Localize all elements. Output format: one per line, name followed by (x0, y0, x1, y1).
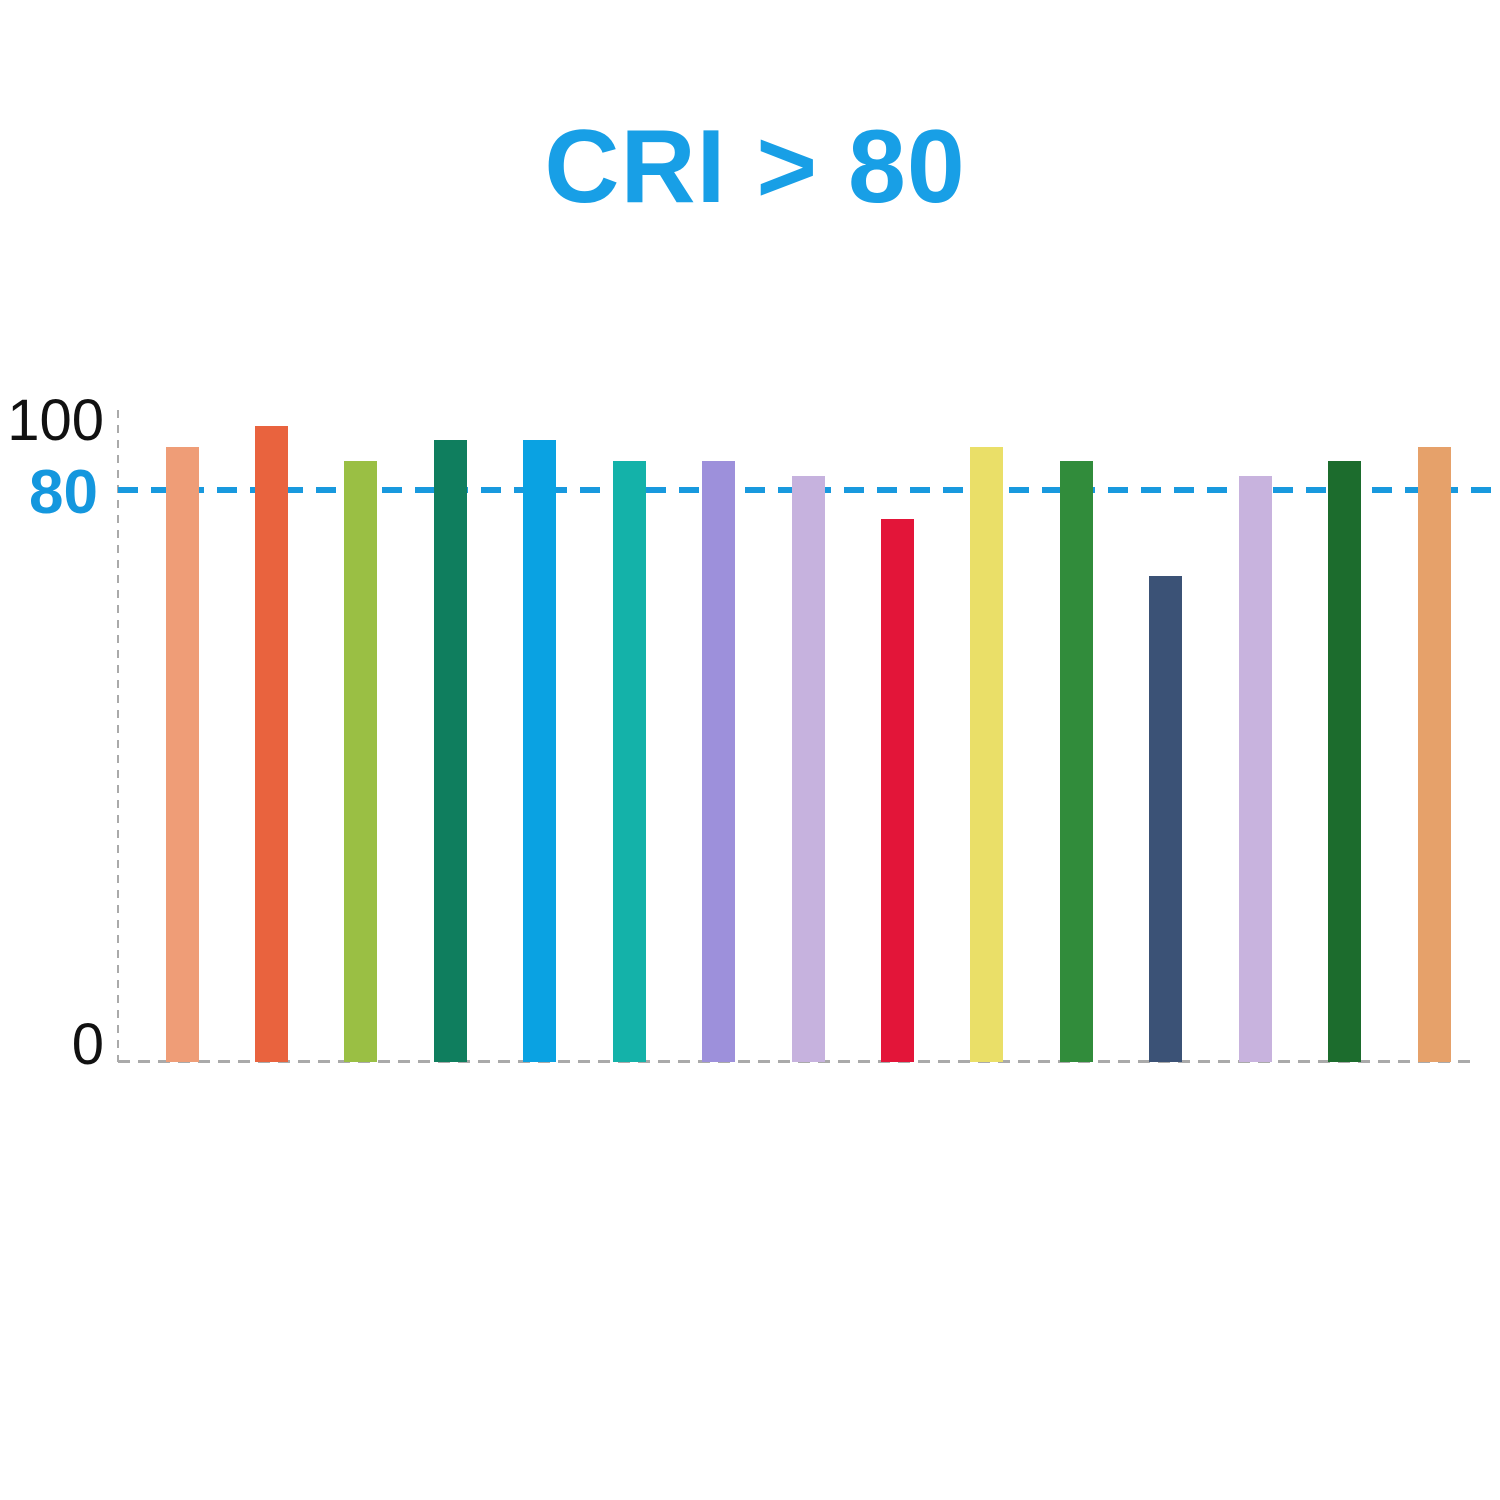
bar-6-teal (612, 461, 646, 1062)
y-tick-label-0: 0 (71, 1012, 104, 1077)
bar-5-azure (523, 439, 557, 1062)
bar-13-light-lavender (1238, 475, 1272, 1062)
bar-1-salmon (165, 447, 199, 1062)
chart-title: CRI > 80 (544, 109, 966, 225)
bar-8-light-lavender (791, 475, 825, 1062)
bar-7-purple (702, 461, 736, 1062)
y-tick-label-80: 80 (29, 458, 98, 527)
bar-11-green (1059, 461, 1093, 1062)
y-axis-dashed-line (117, 410, 119, 1062)
bar-12-navy-slate (1149, 575, 1183, 1062)
bar-9-crimson (880, 518, 914, 1062)
bar-3-yellow-green (344, 461, 378, 1062)
bar-4-sea-green (433, 439, 467, 1062)
bar-15-tan-orange (1417, 447, 1451, 1062)
bar-14-dark-green (1328, 461, 1362, 1062)
bar-2-orange-red (254, 425, 288, 1062)
bar-10-yellow (970, 447, 1004, 1062)
y-tick-label-100: 100 (7, 388, 104, 453)
